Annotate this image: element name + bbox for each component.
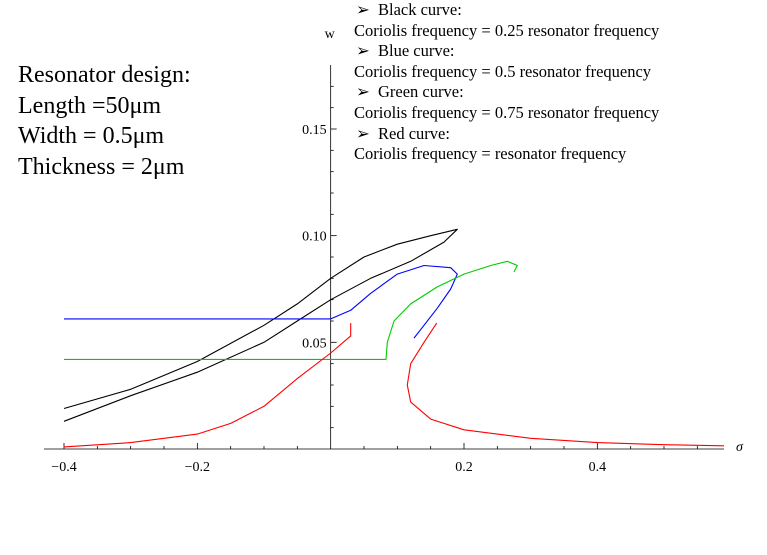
black-curve-line	[63, 228, 458, 422]
y-tick-label: 0.15	[302, 123, 327, 138]
design-width: Width = 0.5μm	[18, 123, 165, 149]
design-heading: Resonator design:	[18, 62, 191, 88]
x-tick-label: −0.4	[51, 460, 76, 475]
legend-item-green: ➢ Green curve:	[354, 82, 659, 103]
series-group	[63, 228, 725, 448]
arrow-bullet-icon: ➢	[356, 123, 370, 143]
y-axis-label: w	[325, 27, 336, 42]
legend-item-red: ➢ Red curve:	[354, 124, 659, 145]
blue-curve-line	[64, 264, 458, 339]
legend-item-blue: ➢ Blue curve:	[354, 41, 659, 62]
y-tick-label: 0.05	[302, 336, 327, 351]
design-thickness: Thickness = 2μm	[18, 153, 185, 180]
x-tick-label: 0.2	[455, 460, 473, 475]
x-axis-label: σ	[736, 440, 744, 455]
resonator-design-block: Resonator design: Length =50μm Width = 0…	[18, 60, 191, 182]
design-length: Length =50μm	[18, 92, 162, 119]
legend-text-green: Coriolis frequency = 0.75 resonator freq…	[354, 102, 660, 122]
red-curve-left-line	[63, 323, 352, 448]
y-axis-ticks: 0.05 0.10 0.15	[302, 85, 337, 429]
x-tick-label: 0.4	[589, 460, 607, 475]
x-tick-label: −0.2	[185, 460, 210, 475]
legend-text-red: Coriolis frequency = resonator frequency	[354, 144, 627, 164]
axes: −0.4 −0.2 0.2 0.4 0.05 0.10 0.15 σ w	[44, 27, 744, 475]
red-curve-right-line	[406, 322, 725, 447]
y-tick-label: 0.10	[302, 230, 327, 245]
legend-text-blue: Coriolis frequency = 0.5 resonator frequ…	[354, 61, 652, 81]
legend-label: Green curve:	[378, 82, 464, 102]
arrow-bullet-icon: ➢	[356, 41, 370, 61]
green-curve-line	[64, 260, 518, 360]
legend-label: Blue curve:	[378, 41, 455, 61]
legend-label: Black curve:	[378, 0, 462, 19]
legend-label: Red curve:	[378, 123, 450, 143]
arrow-bullet-icon: ➢	[356, 82, 370, 102]
legend-text-black: Coriolis frequency = 0.25 resonator freq…	[354, 20, 660, 40]
x-axis-ticks: −0.4 −0.2 0.2 0.4	[51, 443, 698, 475]
arrow-bullet-icon: ➢	[356, 0, 370, 19]
curve-legend: ➢ Black curve: Coriolis frequency = 0.25 …	[354, 0, 659, 165]
legend-item-black: ➢ Black curve:	[354, 0, 659, 21]
